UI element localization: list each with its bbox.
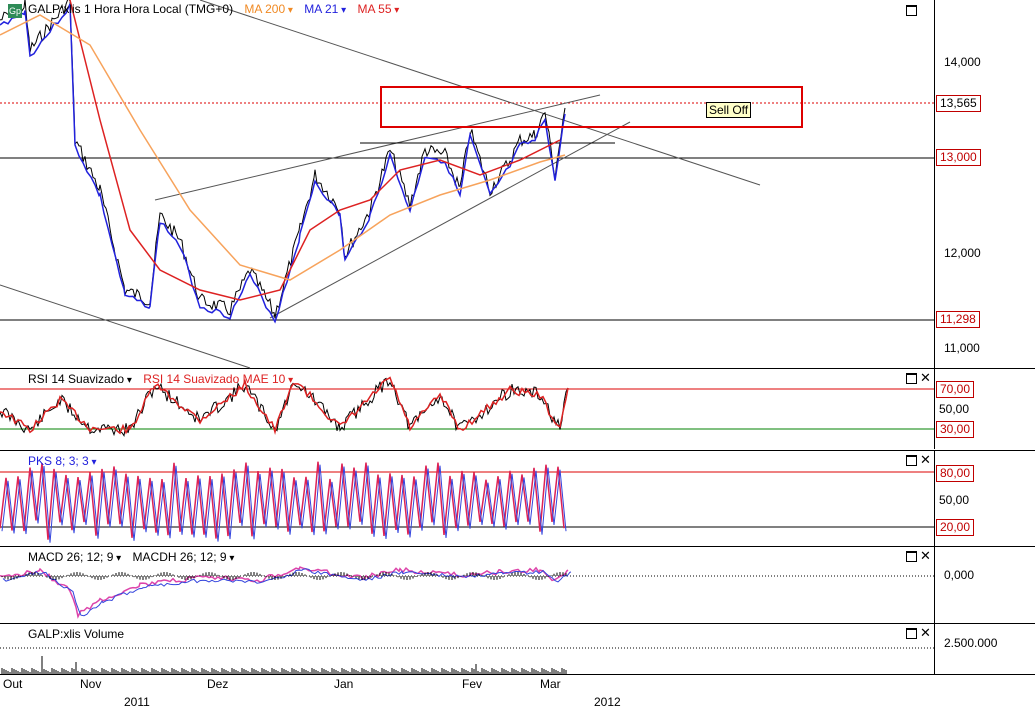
month-jan: Jan — [334, 677, 354, 691]
month-nov: Nov — [80, 677, 102, 691]
macd-legend-main[interactable]: MACD 26; 12; 9 — [28, 550, 121, 564]
pks-50-label: 50,00 — [939, 493, 970, 507]
volume-legend: GALP:xlis Volume — [28, 627, 132, 641]
rsi-legend-avg[interactable]: RSI 14 Suavizado MAE 10 — [143, 372, 293, 386]
symbol-legend[interactable]: GALP:xlis 1 Hora Hora Local (TMG+0) — [28, 2, 234, 16]
month-mar: Mar — [540, 677, 561, 691]
ma21-legend[interactable]: MA 21 — [304, 2, 346, 16]
macd-legend: MACD 26; 12; 9 MACDH 26; 12; 9 — [28, 550, 242, 564]
pks-maximize-button[interactable] — [906, 455, 917, 466]
price-tick-12000: 12,000 — [944, 246, 981, 260]
sell-off-box[interactable] — [380, 86, 803, 128]
pks-k-series — [0, 461, 565, 540]
pks-80-badge: 80,00 — [936, 465, 975, 482]
current-price-badge: 13,565 — [936, 95, 981, 112]
volume-level-label: 2.500.000 — [944, 636, 998, 650]
price-maximize-button[interactable] — [906, 5, 917, 16]
pks-d-series — [1, 464, 567, 543]
price-pane[interactable] — [0, 0, 934, 368]
rsi-series — [0, 377, 569, 438]
ma55-series — [69, 0, 561, 301]
pks-legend: PKS 8; 3; 3 — [28, 454, 105, 468]
rsi-maximize-button[interactable] — [906, 373, 917, 384]
price-series — [0, 0, 566, 319]
ma21-series — [0, 3, 566, 324]
lower-wedge-line — [269, 121, 631, 319]
rsi-legend-main[interactable]: RSI 14 Suavizado — [28, 372, 132, 386]
price-tick-14000: 14,000 — [944, 55, 981, 69]
rsi-70-badge: 70,00 — [936, 381, 975, 398]
volume-close-icon[interactable]: ✕ — [920, 625, 931, 640]
volume-maximize-button[interactable] — [906, 628, 917, 639]
pks-legend-label[interactable]: PKS 8; 3; 3 — [28, 454, 97, 468]
downtrend-line — [199, 0, 761, 186]
volume-legend-label[interactable]: GALP:xlis Volume — [28, 627, 125, 641]
ma200-series — [0, 14, 566, 281]
macd-close-icon[interactable]: ✕ — [920, 548, 931, 563]
level-11298-badge: 11,298 — [936, 311, 980, 328]
time-axis[interactable]: Out Nov Dez Jan Fev Mar 2011 2012 — [0, 674, 1035, 710]
rsi-30-badge: 30,00 — [936, 421, 975, 438]
rsi-avg-series — [0, 376, 569, 435]
lower-trend-line — [0, 284, 251, 369]
sell-off-label[interactable]: Sell Off — [706, 102, 752, 118]
rsi-50-label: 50,00 — [939, 402, 970, 416]
ma200-legend[interactable]: MA 200 — [244, 2, 293, 16]
month-dec: Dez — [207, 677, 229, 691]
price-legend: GALP:xlis 1 Hora Hora Local (TMG+0) MA 2… — [28, 2, 407, 16]
rsi-pane[interactable] — [0, 369, 934, 449]
macd-axis — [934, 547, 1035, 623]
upper-wedge-line — [154, 94, 601, 201]
macd-zero-label: 0,000 — [944, 568, 975, 582]
rsi-legend: RSI 14 Suavizado RSI 14 Suavizado MAE 10 — [28, 372, 301, 386]
year-2011: 2011 — [124, 695, 150, 709]
macd-series — [0, 566, 569, 619]
month-feb: Fev — [462, 677, 483, 691]
level-13000-badge: 13,000 — [936, 149, 981, 166]
pks-close-icon[interactable]: ✕ — [920, 452, 931, 467]
macd-maximize-button[interactable] — [906, 551, 917, 562]
volume-pane[interactable] — [0, 624, 934, 674]
year-2012: 2012 — [594, 695, 621, 709]
price-tick-11000: 11,000 — [944, 341, 980, 355]
month-oct: Out — [3, 677, 23, 691]
volume-axis — [934, 624, 1035, 674]
ma55-legend[interactable]: MA 55 — [357, 2, 399, 16]
symbol-logo-icon[interactable]: Gp — [8, 4, 22, 18]
macd-legend-hist[interactable]: MACDH 26; 12; 9 — [133, 550, 235, 564]
price-axis — [934, 0, 1035, 368]
rsi-close-icon[interactable]: ✕ — [920, 370, 931, 385]
pks-20-badge: 20,00 — [936, 519, 975, 536]
